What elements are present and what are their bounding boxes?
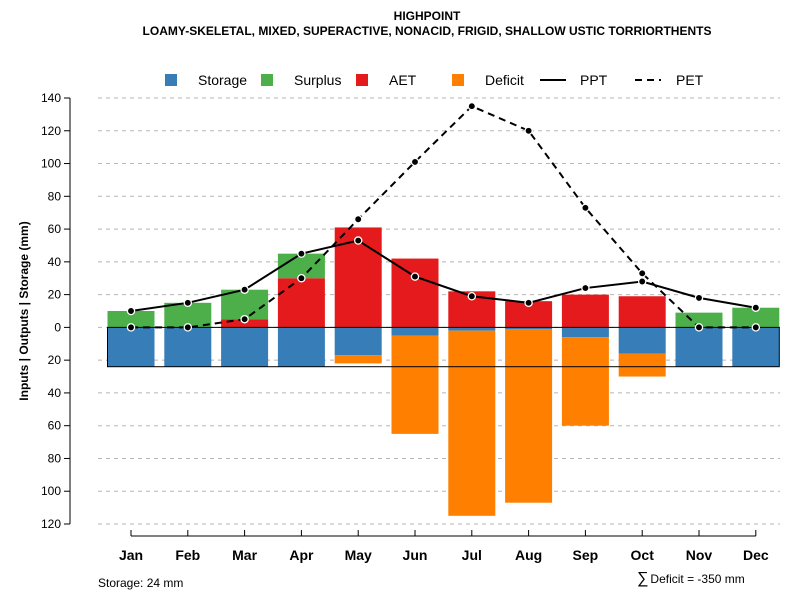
ppt-point bbox=[467, 292, 477, 301]
legend-label-deficit: Deficit bbox=[485, 72, 524, 88]
x-tick-label: Aug bbox=[515, 547, 542, 563]
y-tick-label: 0 bbox=[54, 320, 61, 334]
storage-bar bbox=[277, 327, 325, 367]
storage-bar bbox=[221, 327, 269, 367]
deficit-bar bbox=[334, 355, 382, 364]
storage-bar bbox=[561, 327, 609, 338]
ppt-point bbox=[694, 293, 704, 303]
y-tick-label: 100 bbox=[41, 484, 61, 498]
y-tick-label: 40 bbox=[48, 255, 62, 269]
y-tick-label: 40 bbox=[48, 386, 62, 400]
legend-label-surplus: Surplus bbox=[294, 72, 341, 88]
x-tick-label: Jan bbox=[119, 547, 143, 563]
x-tick-label: Nov bbox=[686, 547, 713, 563]
deficit-bar bbox=[448, 330, 496, 516]
legend-swatch-aet bbox=[356, 74, 368, 86]
storage-bar bbox=[391, 327, 439, 336]
pet-point bbox=[467, 101, 477, 111]
y-tick-label: 60 bbox=[48, 222, 62, 236]
y-tick-label: 100 bbox=[41, 157, 61, 171]
pet-point bbox=[297, 273, 306, 283]
deficit-bar bbox=[618, 353, 666, 377]
x-tick-label: Apr bbox=[289, 547, 314, 563]
legend-swatch-surplus bbox=[261, 74, 273, 86]
storage-bar bbox=[505, 327, 553, 330]
pet-point bbox=[637, 269, 647, 278]
storage-bar bbox=[675, 327, 723, 367]
x-tick-label: Jul bbox=[462, 547, 482, 563]
y-axis-title: Inputs | Outputs | Storage (mm) bbox=[17, 221, 31, 400]
y-tick-label: 80 bbox=[48, 189, 62, 203]
deficit-bar bbox=[505, 329, 553, 503]
legend-label-storage: Storage bbox=[198, 72, 247, 88]
pet-point bbox=[240, 314, 249, 324]
storage-bar bbox=[334, 327, 382, 356]
pet-point bbox=[751, 323, 761, 332]
storage-bar bbox=[448, 327, 496, 331]
y-tick-label: 60 bbox=[48, 419, 62, 433]
ppt-line bbox=[130, 239, 756, 312]
x-tick-label: Sep bbox=[573, 547, 599, 563]
ppt-point bbox=[353, 236, 363, 245]
x-tick-label: Feb bbox=[175, 547, 200, 563]
legend-label-aet: AET bbox=[389, 72, 417, 88]
pet-point bbox=[126, 323, 136, 332]
aet-bar bbox=[561, 294, 609, 328]
storage-bar bbox=[107, 327, 155, 367]
x-tick-label: Mar bbox=[232, 547, 257, 563]
pet-point bbox=[694, 323, 704, 332]
aet-bar bbox=[391, 258, 439, 328]
pet-line bbox=[131, 105, 756, 329]
legend-label-pet: PET bbox=[676, 72, 704, 88]
aet-bar bbox=[618, 296, 666, 328]
ppt-point bbox=[581, 283, 590, 293]
y-tick-label: 20 bbox=[48, 288, 62, 302]
deficit-note: ∑ Deficit = -350 mm bbox=[637, 570, 745, 588]
ppt-point bbox=[524, 298, 533, 308]
storage-bar bbox=[164, 327, 212, 367]
y-tick-label: 120 bbox=[41, 517, 61, 531]
ppt-point bbox=[126, 306, 136, 316]
surplus-bar bbox=[107, 311, 155, 328]
chart-subtitle: LOAMY-SKELETAL, MIXED, SUPERACTIVE, NONA… bbox=[142, 24, 712, 38]
aet-bar bbox=[277, 278, 325, 328]
ppt-point bbox=[297, 249, 306, 258]
pet-point bbox=[581, 203, 590, 213]
y-tick-label: 80 bbox=[48, 451, 62, 465]
pet-point bbox=[524, 126, 533, 136]
storage-bar bbox=[618, 327, 666, 354]
x-tick-label: May bbox=[345, 547, 372, 563]
x-tick-label: Jun bbox=[403, 547, 428, 563]
y-tick-label: 120 bbox=[41, 124, 61, 138]
pet-point bbox=[183, 323, 193, 332]
x-tick-label: Dec bbox=[743, 547, 769, 563]
ppt-point bbox=[410, 272, 420, 281]
ppt-point bbox=[183, 298, 193, 308]
storage-note: Storage: 24 mm bbox=[98, 576, 184, 590]
ppt-point bbox=[240, 285, 249, 294]
pet-point bbox=[410, 157, 420, 167]
deficit-note-text: Deficit = -350 mm bbox=[650, 572, 745, 586]
legend-swatch-storage bbox=[165, 74, 177, 86]
sigma-symbol: ∑ bbox=[637, 570, 649, 587]
ppt-point bbox=[751, 303, 761, 312]
x-tick-label: Oct bbox=[631, 547, 655, 563]
storage-capacity-box bbox=[107, 326, 780, 368]
deficit-bar bbox=[561, 337, 609, 426]
ppt-point bbox=[637, 277, 647, 286]
surplus-bar bbox=[221, 289, 269, 320]
legend-swatch-deficit bbox=[452, 74, 464, 86]
storage-bar bbox=[732, 327, 780, 367]
deficit-bar bbox=[391, 335, 439, 434]
legend-label-ppt: PPT bbox=[580, 72, 608, 88]
y-tick-label: 20 bbox=[48, 353, 62, 367]
surplus-bar bbox=[732, 307, 780, 328]
chart-title: HIGHPOINT bbox=[393, 9, 461, 23]
y-tick-label: 140 bbox=[41, 91, 61, 105]
pet-point bbox=[353, 214, 363, 224]
